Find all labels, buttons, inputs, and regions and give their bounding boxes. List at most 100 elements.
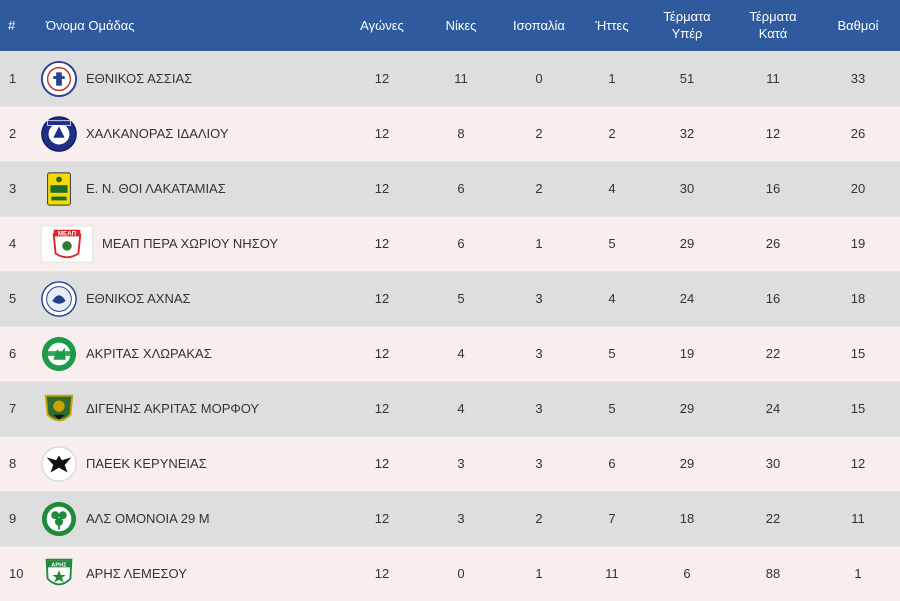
goals-against-cell: 24 xyxy=(730,380,816,436)
position-cell: 2 xyxy=(0,105,40,161)
team-link[interactable]: Ε. Ν. ΘΟΙ ΛΑΚΑΤΑΜΙΑΣ xyxy=(40,170,340,208)
chalkanoras-crest-icon xyxy=(40,115,78,153)
team-link[interactable]: ΜΕΑΠ ΜΕΑΠ ΠΕΡΑ ΧΩΡΙΟΥ ΝΗΣΟΥ xyxy=(40,224,340,263)
team-link[interactable]: ΕΘΝΙΚΟΣ ΑΣΣΙΑΣ xyxy=(40,60,340,98)
points-cell: 1 xyxy=(816,545,900,601)
goals-against-cell: 11 xyxy=(730,50,816,106)
wins-cell: 3 xyxy=(424,490,498,546)
draws-cell: 1 xyxy=(498,215,580,271)
table-row[interactable]: 4 ΜΕΑΠ ΜΕΑΠ ΠΕΡΑ ΧΩΡΙΟΥ ΝΗΣΟΥ 12 6 1 5 29 26 19 xyxy=(0,215,900,271)
goals-for-cell: 30 xyxy=(644,160,730,216)
wins-cell: 3 xyxy=(424,435,498,491)
goals-against-cell: 12 xyxy=(730,105,816,161)
team-cell[interactable]: ΔΙΓΕΝΗΣ ΑΚΡΙΤΑΣ ΜΟΡΦΟΥ xyxy=(40,380,340,436)
team-cell[interactable]: ΠΑΕΕΚ ΚΕΡΥΝΕΙΑΣ xyxy=(40,435,340,491)
draws-cell: 1 xyxy=(498,545,580,601)
losses-cell: 6 xyxy=(580,435,644,491)
header-draws[interactable]: Ισοπαλία xyxy=(513,17,565,33)
header-goals-against[interactable]: Τέρματα Κατά xyxy=(749,9,797,42)
meap-crest-icon: ΜΕΑΠ xyxy=(40,224,94,263)
team-cell[interactable]: ΕΘΝΙΚΟΣ ΑΧΝΑΣ xyxy=(40,270,340,326)
table-row[interactable]: 6 ΑΚΡΙΤΑΣ ΧΛΩΡΑΚΑΣ 12 4 3 5 19 22 15 xyxy=(0,325,900,381)
played-cell: 12 xyxy=(340,270,424,326)
table-row[interactable]: 10 ΑΡΗΣ ΑΡΗΣ ΛΕΜΕΣΟΥ 12 0 1 11 6 88 1 xyxy=(0,545,900,601)
team-cell[interactable]: ΧΑΛΚΑΝΟΡΑΣ ΙΔΑΛΙΟΥ xyxy=(40,105,340,161)
wins-cell: 4 xyxy=(424,325,498,381)
header-position[interactable]: # xyxy=(8,17,16,33)
team-cell[interactable]: ΜΕΑΠ ΜΕΑΠ ΠΕΡΑ ΧΩΡΙΟΥ ΝΗΣΟΥ xyxy=(40,215,340,271)
header-wins[interactable]: Νίκες xyxy=(445,17,477,33)
team-link[interactable]: ΧΑΛΚΑΝΟΡΑΣ ΙΔΑΛΙΟΥ xyxy=(40,115,340,153)
team-link[interactable]: ΑΡΗΣ ΑΡΗΣ ΛΕΜΕΣΟΥ xyxy=(40,555,340,593)
svg-text:ΑΡΗΣ: ΑΡΗΣ xyxy=(51,562,67,568)
team-name[interactable]: ΑΚΡΙΤΑΣ ΧΛΩΡΑΚΑΣ xyxy=(86,346,212,361)
goals-against-cell: 22 xyxy=(730,325,816,381)
team-link[interactable]: ΑΚΡΙΤΑΣ ΧΛΩΡΑΚΑΣ xyxy=(40,335,340,373)
goals-for-cell: 18 xyxy=(644,490,730,546)
losses-cell: 2 xyxy=(580,105,644,161)
team-name[interactable]: Ε. Ν. ΘΟΙ ΛΑΚΑΤΑΜΙΑΣ xyxy=(86,181,226,196)
points-cell: 11 xyxy=(816,490,900,546)
team-name[interactable]: ΜΕΑΠ ΠΕΡΑ ΧΩΡΙΟΥ ΝΗΣΟΥ xyxy=(102,236,279,251)
position-cell: 5 xyxy=(0,270,40,326)
played-cell: 12 xyxy=(340,490,424,546)
table-row[interactable]: 5 ΕΘΝΙΚΟΣ ΑΧΝΑΣ 12 5 3 4 24 16 18 xyxy=(0,270,900,326)
team-link[interactable]: ΑΛΣ ΟΜΟΝΟΙΑ 29 Μ xyxy=(40,500,340,538)
draws-cell: 2 xyxy=(498,160,580,216)
table-header: # Όνομα Ομάδας Αγώνες Νίκες Ισοπαλία Ήττ… xyxy=(0,0,900,51)
team-name[interactable]: ΧΑΛΚΑΝΟΡΑΣ ΙΔΑΛΙΟΥ xyxy=(86,126,229,141)
team-link[interactable]: ΕΘΝΙΚΟΣ ΑΧΝΑΣ xyxy=(40,280,340,318)
losses-cell: 4 xyxy=(580,270,644,326)
losses-cell: 5 xyxy=(580,215,644,271)
goals-for-cell: 19 xyxy=(644,325,730,381)
team-name[interactable]: ΕΘΝΙΚΟΣ ΑΣΣΙΑΣ xyxy=(86,71,193,86)
draws-cell: 3 xyxy=(498,325,580,381)
team-cell[interactable]: ΑΡΗΣ ΑΡΗΣ ΛΕΜΕΣΟΥ xyxy=(40,545,340,601)
omonoia-clover-crest-icon xyxy=(40,500,78,538)
wins-cell: 11 xyxy=(424,50,498,106)
team-link[interactable]: ΠΑΕΕΚ ΚΕΡΥΝΕΙΑΣ xyxy=(40,445,340,483)
played-cell: 12 xyxy=(340,325,424,381)
table-row[interactable]: 2 ΧΑΛΚΑΝΟΡΑΣ ΙΔΑΛΙΟΥ 12 8 2 2 32 12 26 xyxy=(0,105,900,161)
draws-cell: 3 xyxy=(498,435,580,491)
ethnikos-achnas-crest-icon xyxy=(40,280,78,318)
table-row[interactable]: 3 Ε. Ν. ΘΟΙ ΛΑΚΑΤΑΜΙΑΣ 12 6 2 4 30 16 20 xyxy=(0,160,900,216)
table-row[interactable]: 7 ΔΙΓΕΝΗΣ ΑΚΡΙΤΑΣ ΜΟΡΦΟΥ 12 4 3 5 29 24 15 xyxy=(0,380,900,436)
team-name[interactable]: ΑΡΗΣ ΛΕΜΕΣΟΥ xyxy=(86,566,187,582)
header-goals-for[interactable]: Τέρματα Υπέρ xyxy=(663,9,711,42)
team-link[interactable]: ΔΙΓΕΝΗΣ ΑΚΡΙΤΑΣ ΜΟΡΦΟΥ xyxy=(40,390,340,428)
header-played[interactable]: Αγώνες xyxy=(360,17,404,33)
wins-cell: 8 xyxy=(424,105,498,161)
table-row[interactable]: 9 ΑΛΣ ΟΜΟΝΟΙΑ 29 Μ 12 3 2 7 18 22 11 xyxy=(0,490,900,546)
team-name[interactable]: ΔΙΓΕΝΗΣ ΑΚΡΙΤΑΣ ΜΟΡΦΟΥ xyxy=(86,401,260,416)
header-team-name[interactable]: Όνομα Ομάδας xyxy=(46,17,135,33)
position-cell: 6 xyxy=(0,325,40,381)
aris-crest-icon: ΑΡΗΣ xyxy=(40,555,78,593)
header-points[interactable]: Βαθμοί xyxy=(837,17,879,33)
team-name[interactable]: ΑΛΣ ΟΜΟΝΟΙΑ 29 Μ xyxy=(86,511,210,526)
header-losses[interactable]: Ήττες xyxy=(595,17,629,33)
goals-against-cell: 22 xyxy=(730,490,816,546)
losses-cell: 4 xyxy=(580,160,644,216)
team-cell[interactable]: ΑΛΣ ΟΜΟΝΟΙΑ 29 Μ xyxy=(40,490,340,546)
goals-for-cell: 51 xyxy=(644,50,730,106)
goals-for-cell: 24 xyxy=(644,270,730,326)
goals-for-cell: 29 xyxy=(644,380,730,436)
team-cell[interactable]: ΕΘΝΙΚΟΣ ΑΣΣΙΑΣ xyxy=(40,50,340,106)
team-name[interactable]: ΕΘΝΙΚΟΣ ΑΧΝΑΣ xyxy=(86,291,191,306)
table-row[interactable]: 1 ΕΘΝΙΚΟΣ ΑΣΣΙΑΣ 12 11 0 1 51 11 33 xyxy=(0,50,900,106)
losses-cell: 5 xyxy=(580,325,644,381)
thoi-crest-icon xyxy=(40,170,78,208)
team-cell[interactable]: ΑΚΡΙΤΑΣ ΧΛΩΡΑΚΑΣ xyxy=(40,325,340,381)
played-cell: 12 xyxy=(340,380,424,436)
team-name[interactable]: ΠΑΕΕΚ ΚΕΡΥΝΕΙΑΣ xyxy=(86,456,207,471)
position-cell: 7 xyxy=(0,380,40,436)
goals-for-cell: 32 xyxy=(644,105,730,161)
goals-against-cell: 30 xyxy=(730,435,816,491)
points-cell: 15 xyxy=(816,380,900,436)
played-cell: 12 xyxy=(340,160,424,216)
team-cell[interactable]: Ε. Ν. ΘΟΙ ΛΑΚΑΤΑΜΙΑΣ xyxy=(40,160,340,216)
wins-cell: 4 xyxy=(424,380,498,436)
table-row[interactable]: 8 ΠΑΕΕΚ ΚΕΡΥΝΕΙΑΣ 12 3 3 6 29 30 12 xyxy=(0,435,900,491)
